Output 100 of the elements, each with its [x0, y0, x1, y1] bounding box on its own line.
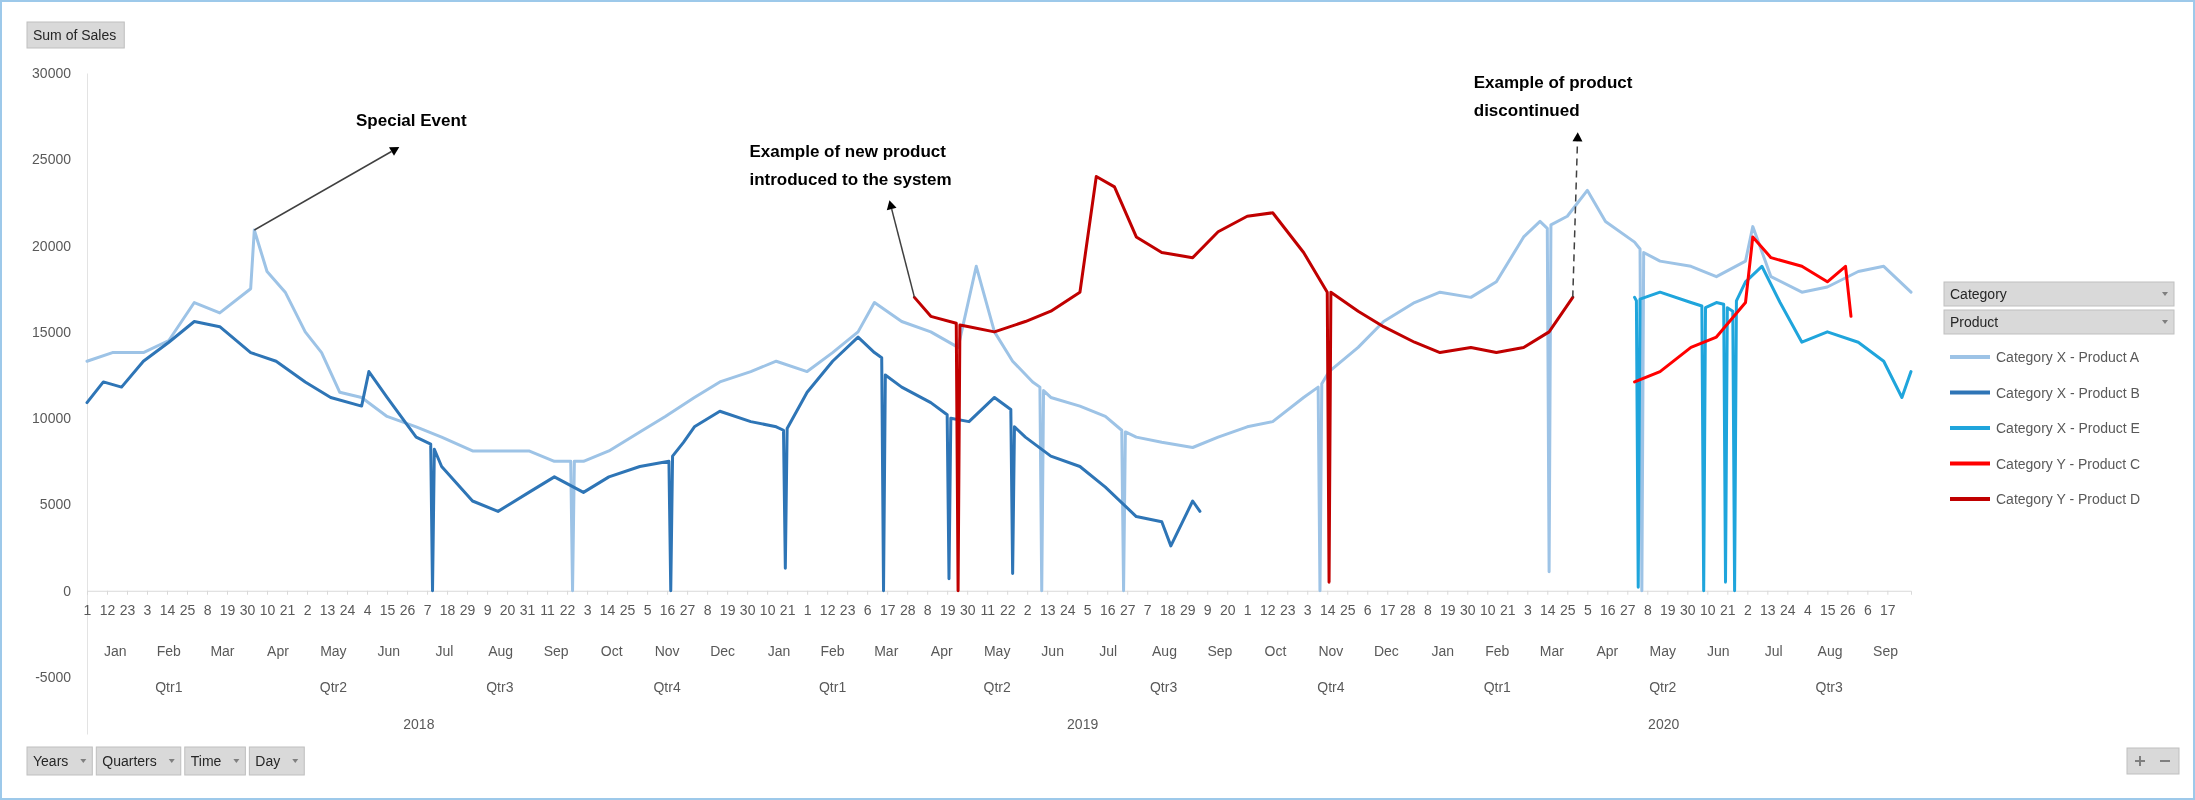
annotation: Qtr1	[155, 679, 183, 696]
annotation: Example of product discontinued	[1473, 73, 1633, 121]
text: Years	[33, 753, 69, 769]
x-tick-label: 10	[759, 601, 776, 618]
annotation: Jan	[1431, 643, 1455, 660]
annotation: Aug	[1817, 643, 1843, 660]
x-tick-label: 26	[399, 601, 416, 618]
annotation: Feb	[820, 643, 845, 660]
annotation: Jul	[1099, 643, 1118, 660]
x-tick-label: 23	[1279, 601, 1296, 618]
x-tick-label: 7	[423, 601, 432, 618]
annotation: Qtr1	[818, 679, 847, 696]
x-tick-label: 24	[1780, 601, 1796, 618]
line-series	[85, 188, 1913, 593]
x-tick-label: 30	[1459, 601, 1476, 618]
x-tick-label: 18	[439, 601, 456, 618]
text: Quarters	[102, 753, 157, 769]
annotation: Dec	[710, 643, 736, 660]
annotation: Qtr4	[1317, 679, 1345, 696]
x-tick-label: 14	[159, 601, 176, 618]
line-series	[1633, 235, 1853, 384]
annotation: Mar	[1539, 643, 1565, 660]
x-tick-label: 19	[719, 601, 736, 618]
x-tick-label: 19	[939, 601, 956, 618]
x-tick-label: 13	[1039, 601, 1056, 618]
annotation: 2019	[1067, 715, 1099, 732]
annotation: Example of new product introduced to the system	[749, 142, 952, 190]
annotation: May	[1649, 643, 1676, 660]
x-tick-label: 25	[179, 601, 196, 618]
x-tick-label: 25	[619, 601, 636, 618]
annotation: May	[983, 643, 1011, 660]
annotation: Qtr2	[319, 679, 348, 696]
line-series	[1633, 264, 1913, 593]
y-tick-label: 15000	[32, 323, 72, 340]
x-tick-label: 2	[303, 601, 312, 618]
x-tick-label: 8	[1423, 601, 1432, 618]
x-tick-label: 7	[1143, 601, 1152, 618]
x-tick-label: 17	[879, 601, 896, 618]
x-tick-label: 12	[99, 601, 116, 618]
legend-title: Category	[1950, 286, 2007, 302]
x-tick-label: 12	[1259, 601, 1276, 618]
annotation: Sep	[543, 643, 569, 660]
x-tick-label: 30	[239, 601, 256, 618]
x-tick-label: 11	[980, 601, 996, 618]
annotation: Mar	[874, 643, 899, 660]
x-tick-label: 26	[1840, 601, 1856, 618]
x-tick-label: 14	[599, 601, 616, 618]
annotation: Jul	[1764, 643, 1783, 660]
x-tick-label: 8	[923, 601, 932, 618]
x-tick-label: 13	[1760, 601, 1776, 618]
annotation: Sep	[1873, 643, 1899, 660]
text: Product	[1950, 314, 1999, 330]
x-tick-label: 16	[659, 601, 676, 618]
x-tick-label: 24	[1059, 601, 1076, 618]
x-tick-label: 21	[279, 601, 296, 618]
annotation: Mar	[210, 643, 235, 660]
y-tick-label: 30000	[32, 64, 72, 81]
annotation: Jan	[103, 643, 127, 660]
x-tick-label: 8	[1643, 601, 1652, 618]
line-series	[85, 320, 1202, 593]
x-tick-label: 30	[1680, 601, 1696, 618]
y-axis-title: Sum of Sales	[33, 27, 117, 43]
x-tick-label: 15	[1820, 601, 1836, 618]
x-tick-label: 16	[1099, 601, 1116, 618]
x-tick-label: 3	[583, 601, 592, 618]
x-tick-label: 24	[339, 601, 356, 618]
text: Time	[190, 753, 222, 769]
annotation: Qtr1	[1483, 679, 1512, 696]
x-tick-label: 29	[459, 601, 476, 618]
x-tick-label: 8	[203, 601, 212, 618]
x-tick-label: 10	[1700, 601, 1716, 618]
annotation: Aug	[488, 643, 514, 660]
x-tick-label: 31	[519, 601, 536, 618]
x-tick-label: 30	[739, 601, 756, 618]
legend-label: Category X - Product E	[1996, 420, 2140, 436]
legend-label: Category X - Product A	[1996, 349, 2140, 365]
x-tick-label: 21	[1720, 601, 1736, 618]
x-tick-label: 9	[483, 601, 492, 618]
annotation: Qtr3	[486, 679, 514, 696]
x-tick-label: 10	[1479, 601, 1496, 618]
annotation: Feb	[156, 643, 182, 660]
x-tick-label: 20	[499, 601, 516, 618]
annotation: Qtr3	[1149, 679, 1178, 696]
annotation: Nov	[654, 643, 680, 660]
y-tick-label: 5000	[39, 496, 72, 513]
x-tick-label: 14	[1319, 601, 1336, 618]
x-tick-label: 3	[143, 601, 152, 618]
x-tick-label: 20	[1219, 601, 1236, 618]
x-tick-label: 4	[1803, 601, 1812, 618]
annotation: Apr	[267, 643, 290, 660]
annotation: Jun	[1041, 643, 1064, 660]
annotation: Qtr4	[653, 679, 681, 696]
x-tick-label: 12	[819, 601, 836, 618]
x-tick-label: 22	[559, 601, 576, 618]
legend-label: Category X - Product B	[1996, 384, 2140, 401]
annotation: Aug	[1152, 643, 1177, 660]
x-tick-label: 5	[1583, 601, 1592, 618]
annotation: 2020	[1648, 715, 1680, 732]
x-tick-label: 29	[1179, 601, 1196, 618]
x-tick-label: 28	[1399, 601, 1416, 618]
